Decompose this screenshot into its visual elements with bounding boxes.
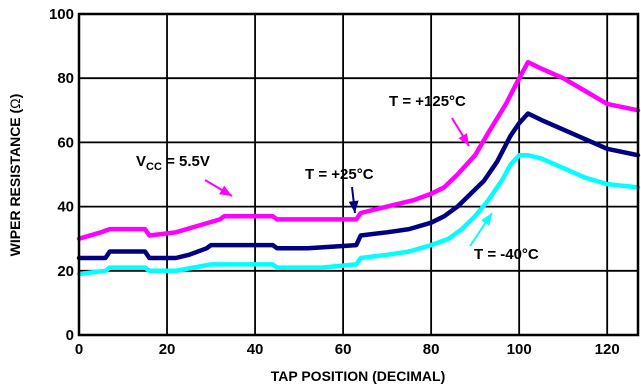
annotation-t125-label: T = +125°C — [389, 93, 466, 110]
annotation-t125-arrowhead — [458, 133, 469, 146]
y-tick-label-20: 20 — [57, 263, 74, 280]
y-axis-label-end: ) — [7, 94, 23, 99]
annotations: VCC = 5.5V T = +25°C T = +125°C T = -40°C — [136, 93, 539, 263]
series-line-tplus25c — [76, 111, 641, 261]
y-tick-label-60: 60 — [57, 134, 74, 151]
annotation-tminus40-label: T = -40°C — [474, 246, 539, 263]
series-line-tplus125c — [76, 59, 641, 241]
annotation-tminus40-arrowhead — [481, 213, 492, 226]
series-lines — [76, 59, 641, 277]
y-tick-label-80: 80 — [57, 70, 74, 87]
x-tick-label-60: 60 — [335, 341, 352, 358]
x-tick-label-20: 20 — [159, 341, 176, 358]
y-tick-label-0: 0 — [66, 327, 74, 344]
x-tick-label-0: 0 — [75, 341, 83, 358]
plot-frame — [77, 12, 640, 337]
y-tick-label-100: 100 — [49, 6, 74, 23]
series-line-tminus40c — [76, 152, 641, 277]
annotation-vcc-label: VCC = 5.5V — [136, 153, 210, 173]
y-tick-label-40: 40 — [57, 199, 74, 216]
annotation-vcc-arrowhead — [219, 185, 232, 196]
y-axis-label: WIPER RESISTANCE (Ω) — [7, 94, 23, 257]
x-axis-label: TAP POSITION (DECIMAL) — [271, 368, 445, 384]
x-tick-label-80: 80 — [423, 341, 440, 358]
tick-labels: 0 20 40 60 80 100 120 0 20 40 60 80 100 — [49, 6, 620, 358]
annotation-t25-label: T = +25°C — [305, 166, 374, 183]
x-tick-label-40: 40 — [247, 341, 264, 358]
x-tick-label-120: 120 — [595, 341, 620, 358]
x-tick-label-100: 100 — [507, 341, 532, 358]
annotation-t25-arrowhead — [348, 200, 359, 213]
y-axis-label-symbol: Ω — [7, 98, 23, 108]
y-axis-label-main: WIPER RESISTANCE ( — [7, 108, 23, 256]
